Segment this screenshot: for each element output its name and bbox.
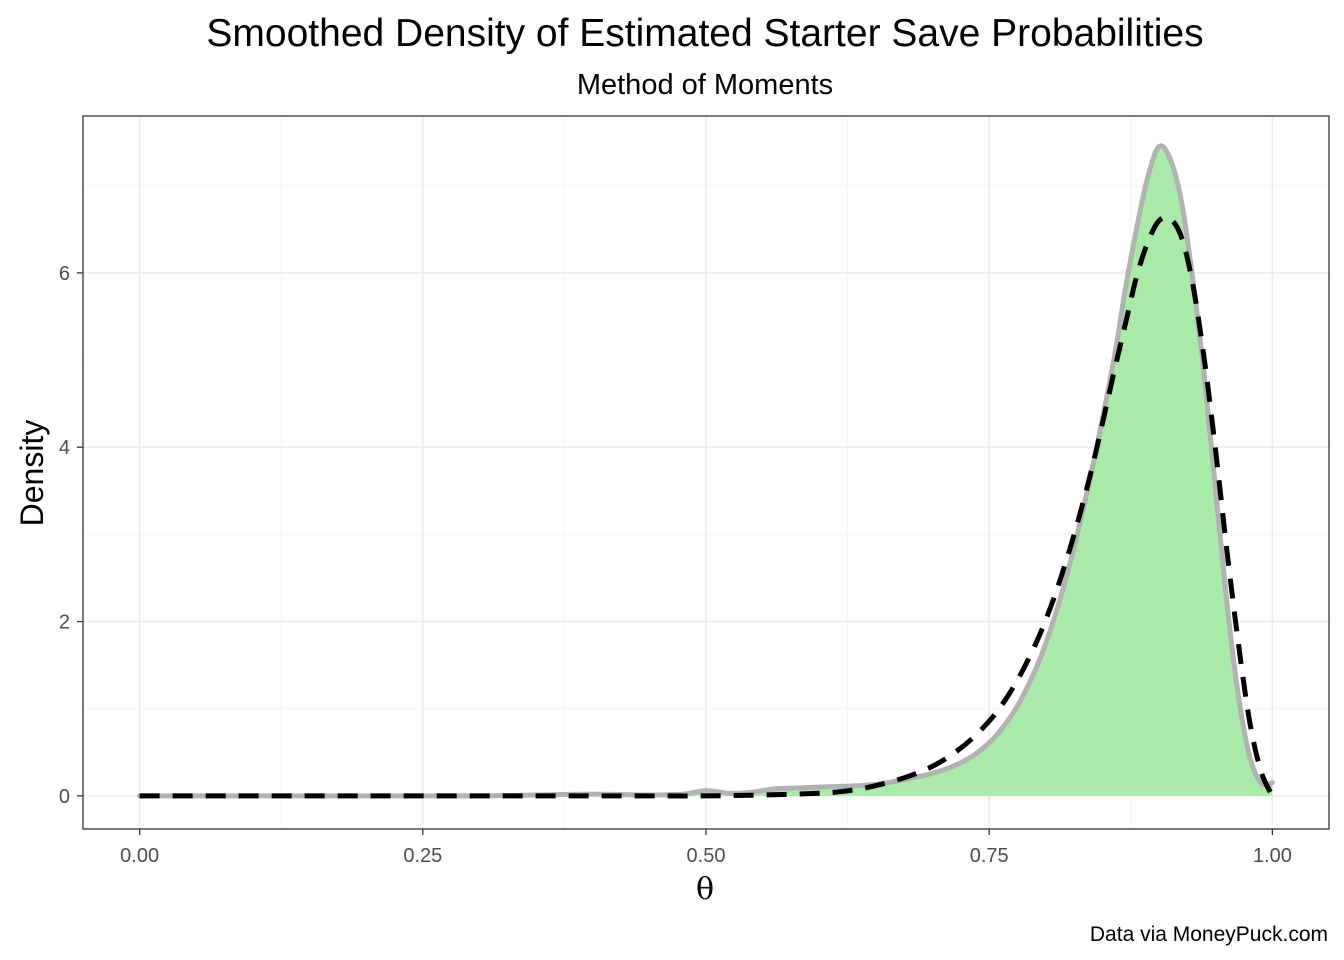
chart-subtitle: Method of Moments	[577, 69, 833, 101]
density-area-fill	[139, 145, 1273, 796]
y-axis-title: Density	[14, 420, 50, 527]
chart-caption: Data via MoneyPuck.com	[1090, 923, 1328, 946]
y-tick-label: 0	[59, 786, 70, 808]
x-tick-label: 1.00	[1253, 845, 1292, 867]
y-tick-label: 6	[59, 263, 70, 285]
x-tick-label: 0.25	[403, 845, 442, 867]
x-tick-label: 0.00	[120, 845, 159, 867]
x-tick-label: 0.75	[970, 845, 1009, 867]
dashed-density-line	[139, 214, 1275, 799]
y-tick-label: 4	[59, 437, 70, 459]
axes: 0.00 0.25 0.50 0.75 1.00 0 2 4 6	[59, 263, 1292, 867]
chart-title: Smoothed Density of Estimated Starter Sa…	[206, 12, 1203, 55]
x-tick-label: 0.50	[687, 845, 726, 867]
y-tick-label: 2	[59, 612, 70, 634]
x-axis-title: θ	[696, 872, 714, 907]
data-layer	[137, 143, 1275, 799]
